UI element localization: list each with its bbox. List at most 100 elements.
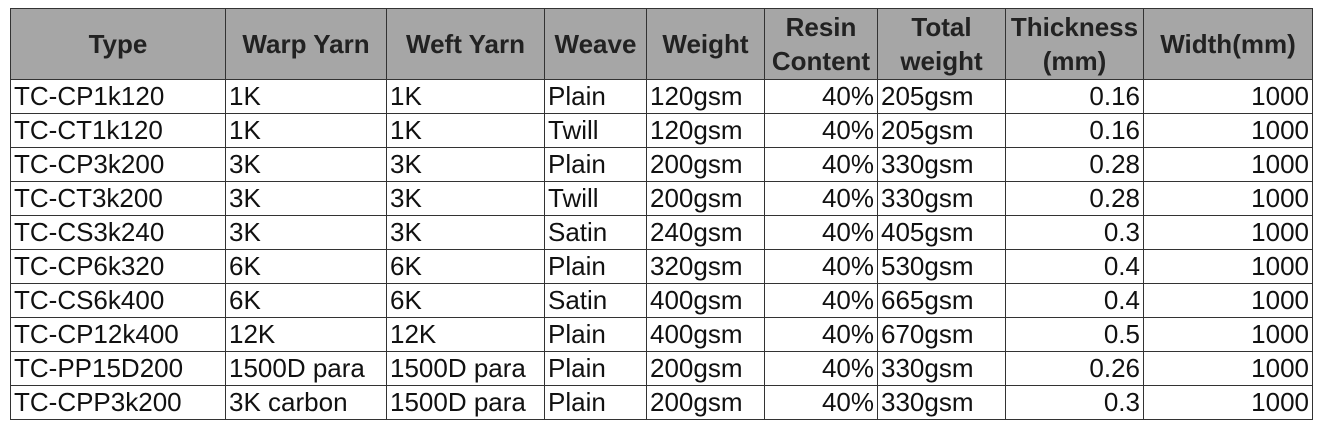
table-cell: 1K — [225, 113, 387, 148]
table-cell: 1000 — [1143, 283, 1313, 318]
table-cell: 1K — [386, 79, 545, 114]
table-cell: 0.26 — [1005, 351, 1144, 386]
table-cell: Satin — [544, 215, 647, 250]
table-cell: 40% — [764, 215, 878, 250]
table-cell: 40% — [764, 113, 878, 148]
table-cell: TC-CS3k240 — [10, 215, 226, 250]
table-cell: Plain — [544, 147, 647, 182]
table-cell: 3K carbon — [225, 385, 387, 420]
table-cell: 200gsm — [646, 385, 765, 420]
table-cell: 530gsm — [877, 249, 1006, 284]
table-cell: 1000 — [1143, 79, 1313, 114]
table-row: TC-CP6k320 6K 6K Plain 320gsm 40% 530gsm 0.4 100… — [10, 249, 1313, 284]
header-cell: Thickness(mm) — [1005, 8, 1144, 80]
table-cell: 40% — [764, 351, 878, 386]
table-cell: Plain — [544, 351, 647, 386]
table-cell: 3K — [225, 215, 387, 250]
table-row: TC-CPP3k200 3K carbon 1500D para Plain 200gs… — [10, 385, 1313, 420]
table-cell: 330gsm — [877, 181, 1006, 216]
table-cell: 3K — [386, 215, 545, 250]
table-cell: 205gsm — [877, 113, 1006, 148]
table-cell: 1000 — [1143, 181, 1313, 216]
header-cell: Resin Content — [764, 8, 878, 80]
table-cell: 200gsm — [646, 147, 765, 182]
table-cell: TC-CPP3k200 — [10, 385, 226, 420]
table-cell: 40% — [764, 385, 878, 420]
header-cell: Weft Yarn — [386, 8, 545, 80]
table-cell: 40% — [764, 317, 878, 352]
table-body: TC-CP1k120 1K 1K Plain 120gsm 40% 205gsm 0.16 10… — [10, 79, 1313, 420]
table-cell: 1000 — [1143, 317, 1313, 352]
table-cell: 1K — [386, 113, 545, 148]
table-cell: 40% — [764, 79, 878, 114]
table-row: TC-CP12k400 12K 12K Plain 400gsm 40% 670gsm 0.5… — [10, 317, 1313, 352]
table-cell: 1K — [225, 79, 387, 114]
table-cell: Satin — [544, 283, 647, 318]
table-cell: 1500D para — [386, 385, 545, 420]
table-cell: 240gsm — [646, 215, 765, 250]
table-cell: 0.16 — [1005, 79, 1144, 114]
table-cell: 6K — [225, 283, 387, 318]
table-cell: 330gsm — [877, 351, 1006, 386]
table-cell: Plain — [544, 79, 647, 114]
table-cell: 6K — [386, 283, 545, 318]
table-cell: Plain — [544, 385, 647, 420]
header-cell: Total weight — [877, 8, 1006, 80]
table-cell: TC-CT1k120 — [10, 113, 226, 148]
table-cell: 320gsm — [646, 249, 765, 284]
table-row: TC-CS6k400 6K 6K Satin 400gsm 40% 665gsm 0.4 100… — [10, 283, 1313, 318]
table-cell: 1000 — [1143, 351, 1313, 386]
table-cell: 12K — [225, 317, 387, 352]
table-cell: 0.28 — [1005, 181, 1144, 216]
table-cell: 3K — [225, 181, 387, 216]
table-cell: 200gsm — [646, 351, 765, 386]
table-cell: 0.3 — [1005, 215, 1144, 250]
table-cell: 405gsm — [877, 215, 1006, 250]
table-cell: TC-CT3k200 — [10, 181, 226, 216]
table-cell: 3K — [386, 147, 545, 182]
table-cell: 400gsm — [646, 283, 765, 318]
table-cell: 1000 — [1143, 147, 1313, 182]
table-cell: 0.4 — [1005, 249, 1144, 284]
table-cell: TC-CS6k400 — [10, 283, 226, 318]
table-cell: TC-PP15D200 — [10, 351, 226, 386]
table-cell: Twill — [544, 181, 647, 216]
table-row: TC-PP15D200 1500D para 1500D para Plain 200g… — [10, 351, 1313, 386]
table-cell: Plain — [544, 317, 647, 352]
table-cell: 0.28 — [1005, 147, 1144, 182]
table-row: TC-CT1k120 1K 1K Twill 120gsm 40% 205gsm 0.16 10… — [10, 113, 1313, 148]
table-cell: 40% — [764, 283, 878, 318]
table-cell: 12K — [386, 317, 545, 352]
table-cell: 400gsm — [646, 317, 765, 352]
table-cell: 670gsm — [877, 317, 1006, 352]
spec-table: Type Warp Yarn Weft Yarn Weave Weight Resin C… — [10, 8, 1313, 420]
table-cell: 1000 — [1143, 215, 1313, 250]
header-cell: Weight — [646, 8, 765, 80]
header-cell: Weave — [544, 8, 647, 80]
table-cell: 200gsm — [646, 181, 765, 216]
table-cell: 120gsm — [646, 113, 765, 148]
table-cell: 0.4 — [1005, 283, 1144, 318]
table-cell: 1000 — [1143, 249, 1313, 284]
table-cell: 1000 — [1143, 113, 1313, 148]
table-cell: 330gsm — [877, 385, 1006, 420]
table-row: TC-CP3k200 3K 3K Plain 200gsm 40% 330gsm 0.28 10… — [10, 147, 1313, 182]
table-cell: 1500D para — [386, 351, 545, 386]
table-cell: 6K — [225, 249, 387, 284]
table-cell: TC-CP12k400 — [10, 317, 226, 352]
table-cell: TC-CP1k120 — [10, 79, 226, 114]
table-cell: 0.5 — [1005, 317, 1144, 352]
table-cell: 1000 — [1143, 385, 1313, 420]
header-cell: Width(mm) — [1143, 8, 1313, 80]
table-cell: 6K — [386, 249, 545, 284]
table-cell: Plain — [544, 249, 647, 284]
table-cell: 0.16 — [1005, 113, 1144, 148]
table-cell: 330gsm — [877, 147, 1006, 182]
table-cell: 40% — [764, 147, 878, 182]
table-cell: 40% — [764, 181, 878, 216]
header-cell: Warp Yarn — [225, 8, 387, 80]
table-row: TC-CS3k240 3K 3K Satin 240gsm 40% 405gsm 0.3 100… — [10, 215, 1313, 250]
table-cell: 1500D para — [225, 351, 387, 386]
table-cell: Twill — [544, 113, 647, 148]
